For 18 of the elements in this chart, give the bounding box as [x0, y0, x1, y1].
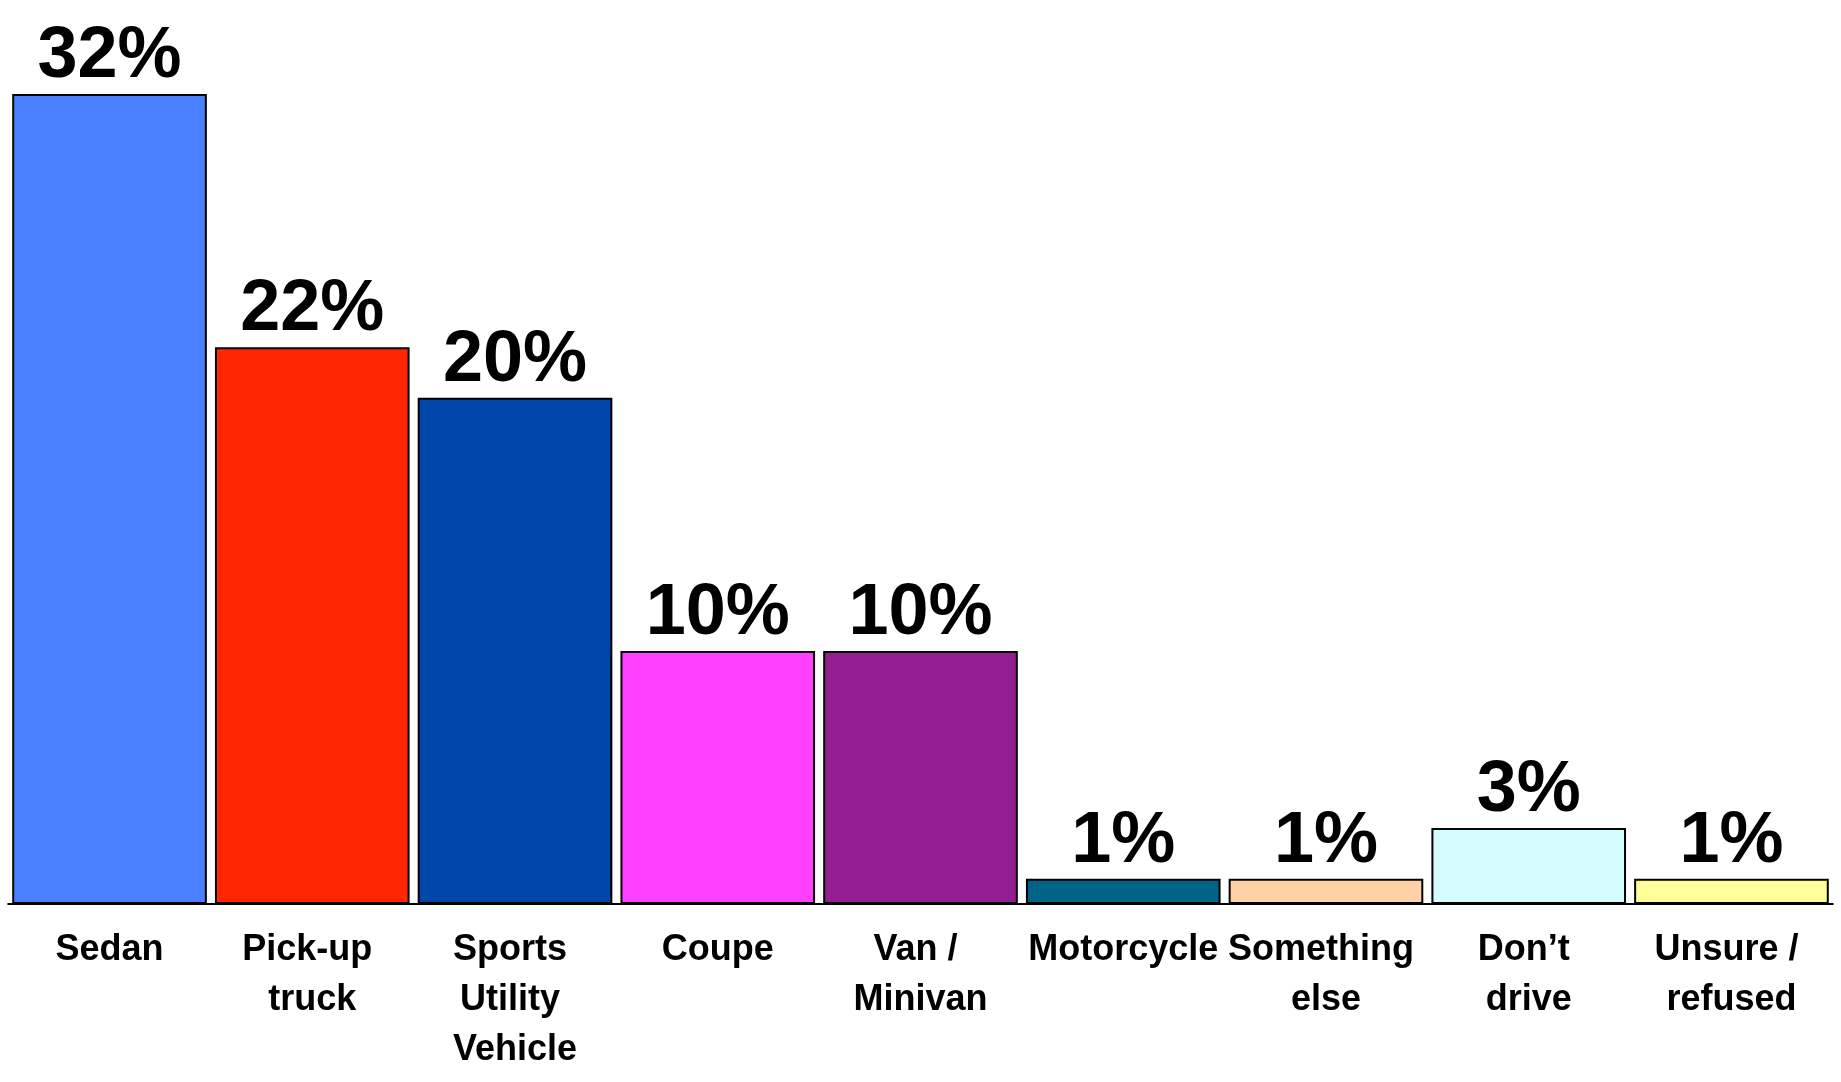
data-label: 10%: [645, 568, 790, 649]
x-tick-label: Pick-up truck: [242, 926, 383, 1018]
data-label: 22%: [240, 265, 385, 346]
data-label: 1%: [1679, 796, 1784, 877]
data-label: 20%: [442, 315, 588, 396]
x-tick-label: Motorcycle: [1028, 926, 1219, 968]
x-tick-label: Van / Minivan: [853, 926, 988, 1018]
data-label: 3%: [1476, 746, 1581, 827]
data-label: 1%: [1273, 796, 1379, 877]
x-tick-label: Something else: [1227, 926, 1424, 1018]
x-tick-label: Don’t drive: [1477, 926, 1580, 1018]
x-tick-label: Sedan: [55, 926, 164, 968]
x-tick-label: Coupe: [661, 926, 774, 968]
x-tick-label: Sports Utility Vehicle: [452, 926, 578, 1068]
data-label: 10%: [848, 568, 993, 649]
x-tick-label: Unsure / refused: [1654, 926, 1809, 1018]
data-label: 32%: [37, 12, 182, 92]
data-label: 1%: [1071, 796, 1176, 877]
